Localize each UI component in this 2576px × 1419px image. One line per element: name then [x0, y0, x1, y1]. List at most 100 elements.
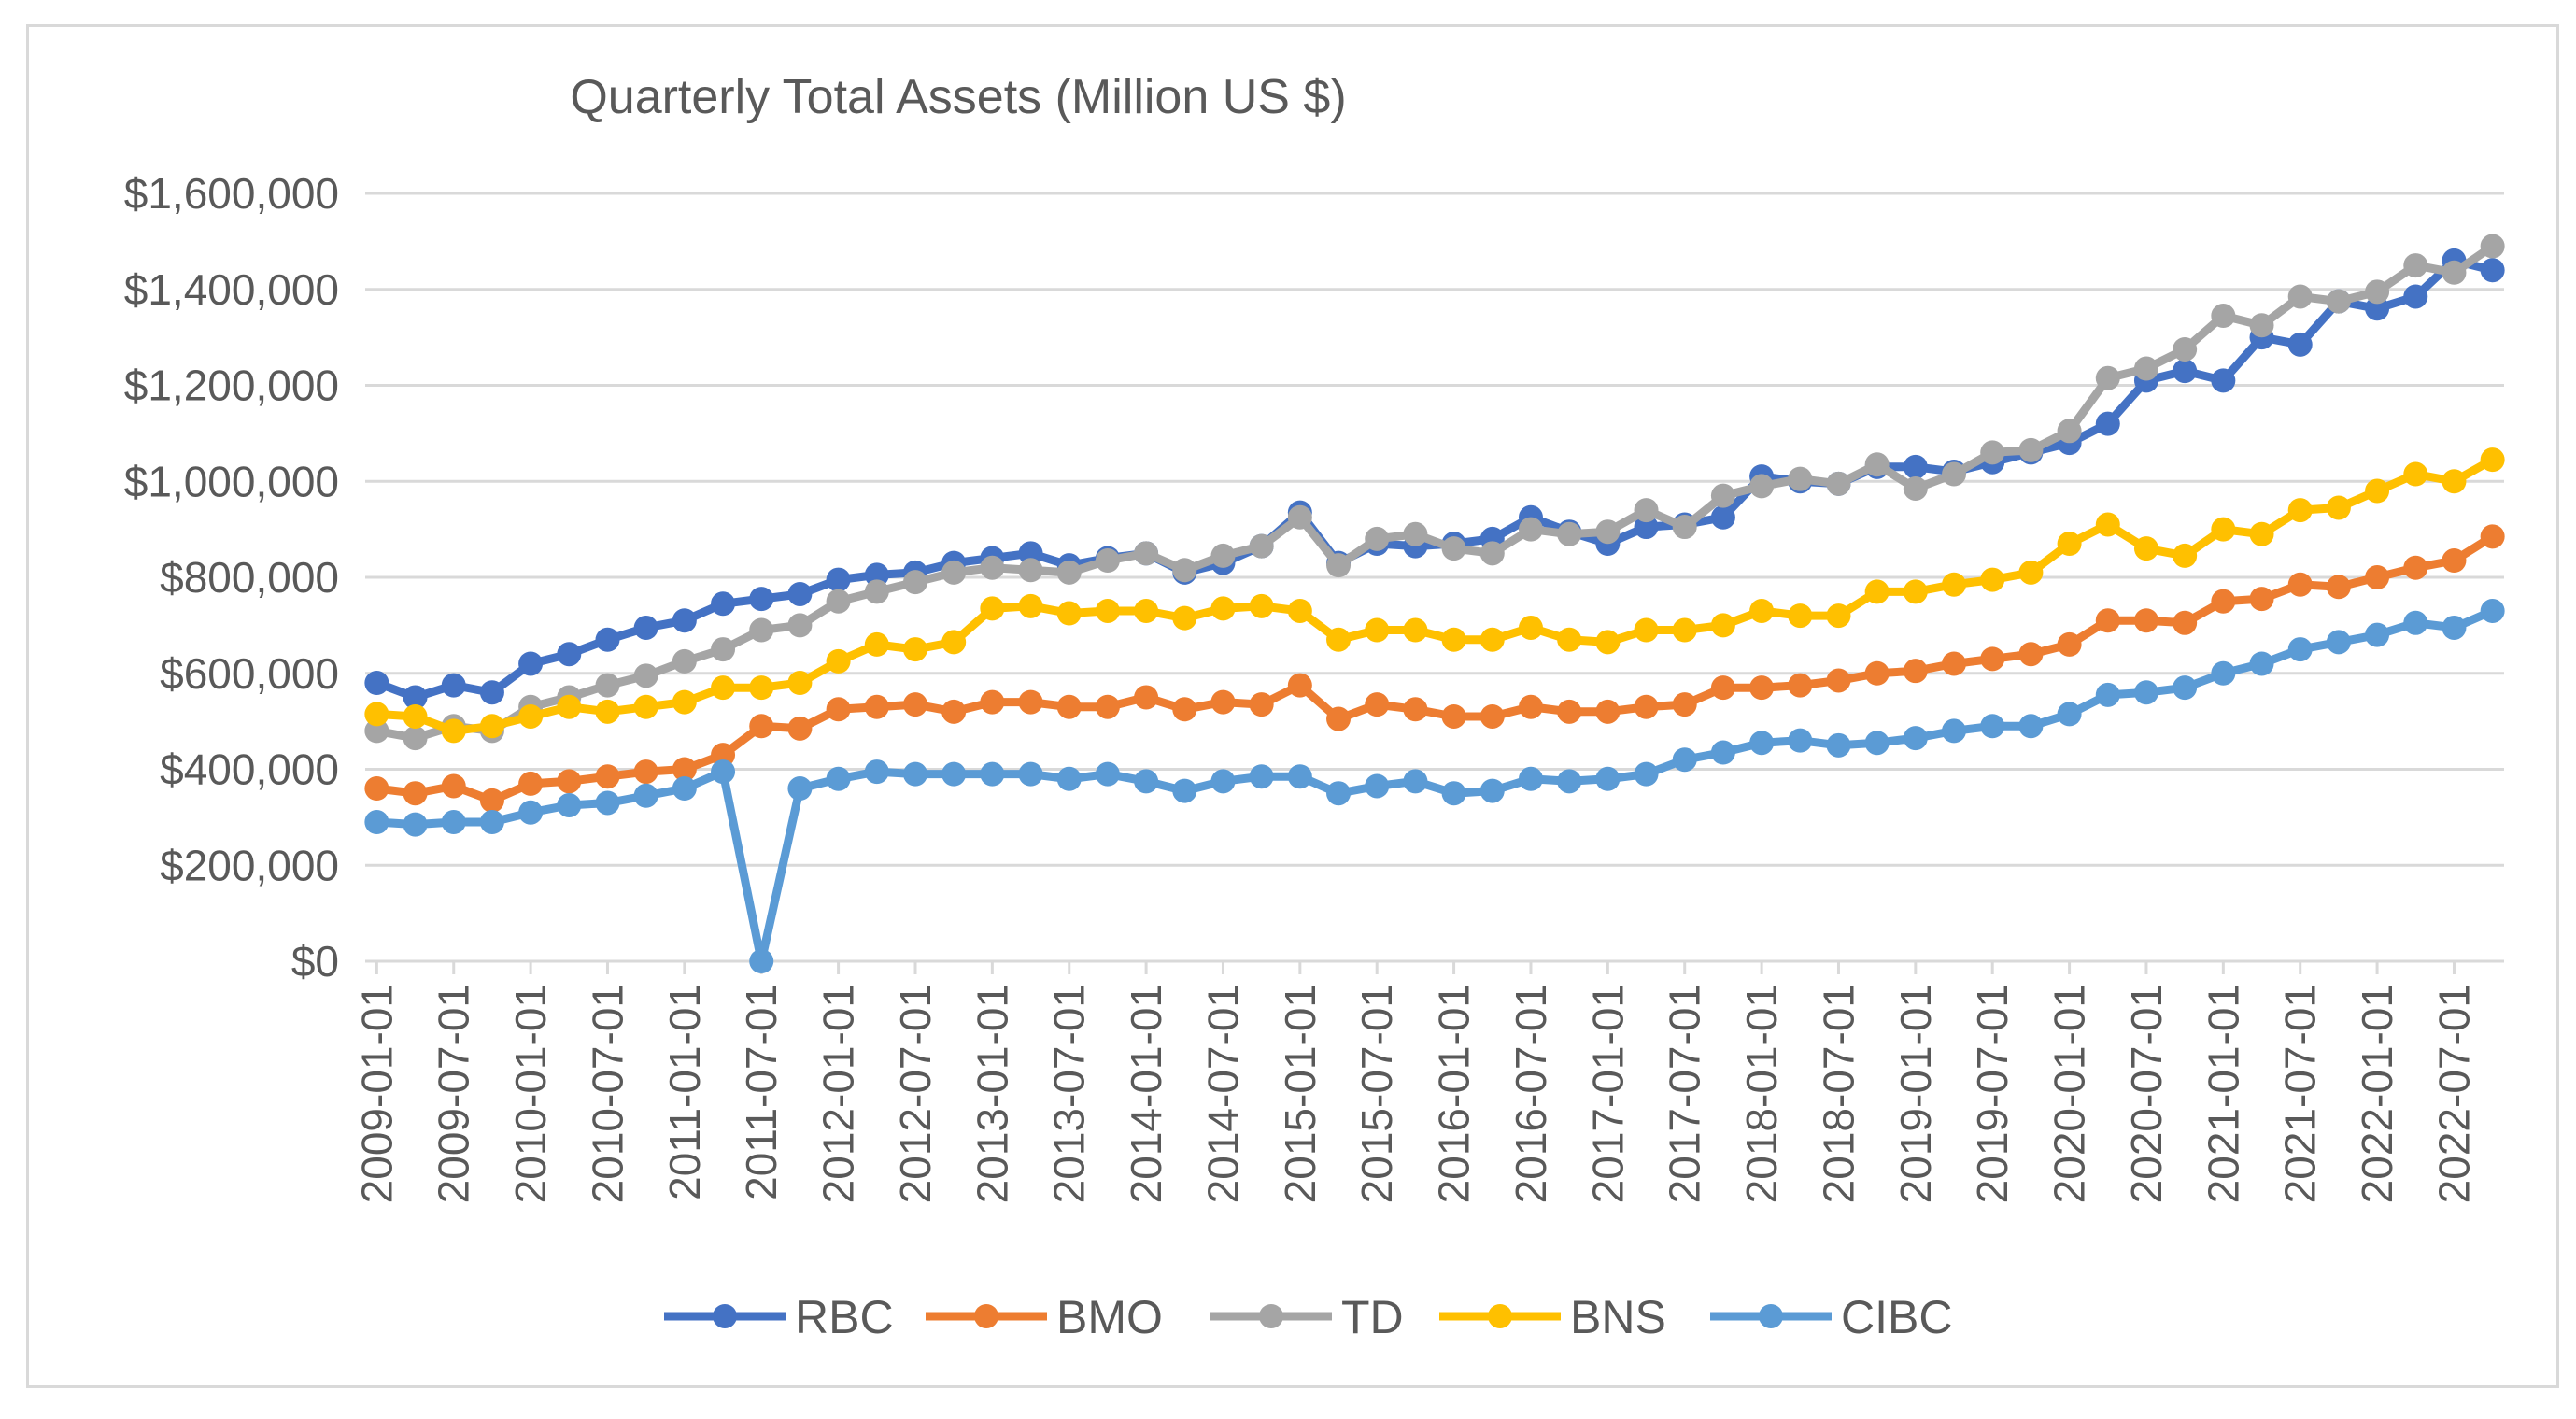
data-point-td [2133, 356, 2158, 381]
data-point-cibc [864, 759, 889, 785]
data-point-td [1710, 483, 1735, 508]
data-point-td [902, 570, 927, 595]
y-tick-label: $600,000 [160, 649, 339, 698]
data-point-cibc [2403, 610, 2428, 635]
data-point-bmo [902, 692, 927, 717]
data-point-rbc [1018, 541, 1043, 566]
legend-item-bns: BNS [1439, 1291, 1666, 1343]
data-point-bns [1365, 617, 1390, 643]
data-point-cibc [595, 790, 620, 816]
data-point-bmo [364, 776, 389, 802]
data-point-bns [595, 699, 620, 724]
data-point-bmo [1595, 699, 1621, 724]
data-point-bns [1980, 567, 2005, 592]
data-point-cibc [1441, 781, 1466, 806]
data-point-bmo [826, 697, 851, 722]
data-point-bns [1249, 593, 1274, 618]
data-point-cibc [941, 761, 967, 787]
legend-item-bmo: BMO [926, 1291, 1163, 1343]
x-tick-label: 2009-01-01 [352, 984, 401, 1203]
data-point-bns [787, 671, 813, 696]
data-point-td [1518, 517, 1543, 542]
data-point-bmo [1903, 659, 1928, 684]
data-point-cibc [1788, 728, 1813, 753]
data-point-bmo [2480, 524, 2505, 549]
x-tick-label: 2016-01-01 [1430, 984, 1479, 1203]
data-point-rbc [2403, 284, 2428, 309]
data-point-cibc [1134, 769, 1159, 794]
data-point-td [1018, 558, 1043, 583]
data-point-bmo [1518, 694, 1543, 719]
x-tick-label: 2019-01-01 [1891, 984, 1940, 1203]
data-point-rbc [749, 587, 774, 612]
data-point-td [2173, 336, 2198, 362]
legend-marker [713, 1304, 737, 1328]
data-point-rbc [2211, 368, 2236, 393]
data-point-cibc [1365, 773, 1390, 799]
series-bmo [364, 524, 2505, 813]
data-point-bmo [1210, 689, 1236, 715]
data-point-bmo [1172, 697, 1197, 722]
data-point-cibc [1864, 731, 1890, 756]
data-point-rbc [633, 615, 658, 640]
data-point-td [2287, 284, 2313, 309]
data-point-bmo [2326, 575, 2351, 600]
data-point-cibc [2480, 598, 2505, 623]
data-point-bns [1749, 598, 1775, 623]
data-point-bmo [2095, 608, 2120, 633]
data-point-bns [2287, 498, 2313, 523]
data-point-bmo [1479, 703, 1505, 729]
x-tick-label: 2022-07-01 [2429, 984, 2478, 1203]
y-tick-label: $1,000,000 [124, 457, 339, 505]
data-point-bns [826, 648, 851, 674]
data-point-bmo [1287, 673, 1312, 698]
x-tick-label: 2015-01-01 [1276, 984, 1324, 1203]
data-point-rbc [672, 608, 697, 633]
data-point-td [1249, 533, 1274, 559]
data-point-td [595, 673, 620, 698]
data-point-bns [2173, 543, 2198, 568]
data-point-cibc [1980, 714, 2005, 739]
data-point-bmo [749, 714, 774, 739]
gridlines [365, 192, 2504, 963]
data-point-bmo [633, 759, 658, 785]
data-point-bmo [1864, 660, 1890, 686]
data-point-bmo [2442, 548, 2467, 574]
data-point-rbc [2095, 411, 2120, 436]
data-point-bns [1557, 627, 1582, 652]
data-point-bns [749, 675, 774, 701]
data-point-bmo [1557, 699, 1582, 724]
data-point-bmo [2287, 572, 2313, 597]
x-tick-label: 2017-01-01 [1583, 984, 1632, 1203]
data-point-cibc [2095, 682, 2120, 707]
data-point-td [1287, 504, 1312, 530]
x-tick-label: 2020-01-01 [2045, 984, 2094, 1203]
y-tick-label: $1,200,000 [124, 362, 339, 410]
data-point-td [672, 648, 697, 674]
data-point-rbc [479, 680, 504, 705]
x-tick-label: 2015-07-01 [1352, 984, 1401, 1203]
data-point-rbc [364, 671, 389, 696]
data-point-bns [2133, 536, 2158, 561]
data-point-td [1365, 526, 1390, 551]
data-point-td [711, 637, 736, 662]
data-point-bmo [1249, 692, 1274, 717]
data-point-td [1441, 536, 1466, 561]
data-point-bmo [479, 788, 504, 813]
legend-label: RBC [795, 1291, 894, 1343]
data-point-bns [2365, 478, 2390, 504]
x-tick-label: 2016-07-01 [1507, 984, 1555, 1203]
data-point-bns [672, 689, 697, 715]
data-point-td [2018, 437, 2044, 462]
data-point-cibc [2287, 637, 2313, 662]
data-point-cibc [1095, 761, 1120, 787]
x-tick-label: 2012-01-01 [814, 984, 863, 1203]
data-point-bmo [2057, 631, 2082, 657]
data-point-cibc [633, 783, 658, 808]
data-point-rbc [403, 685, 428, 710]
data-point-td [1903, 475, 1928, 501]
data-point-rbc [557, 642, 582, 667]
data-point-td [633, 663, 658, 688]
data-point-cibc [1403, 769, 1428, 794]
x-tick-label: 2009-07-01 [430, 984, 478, 1203]
